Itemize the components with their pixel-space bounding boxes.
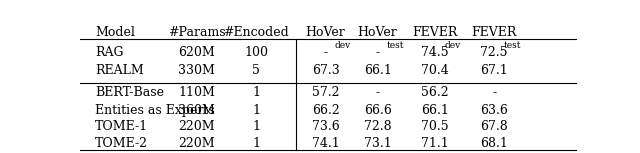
Text: 74.5: 74.5 [421,46,449,59]
Text: 110M: 110M [178,86,215,99]
Text: RAG: RAG [95,46,124,59]
Text: 67.8: 67.8 [480,120,508,133]
Text: Entities as Experts: Entities as Experts [95,104,214,117]
Text: 72.5: 72.5 [481,46,508,59]
Text: 66.6: 66.6 [364,104,392,117]
Text: 68.1: 68.1 [480,137,508,150]
Text: HoVer: HoVer [358,26,397,39]
Text: 66.1: 66.1 [364,64,392,77]
Text: 70.4: 70.4 [420,64,449,77]
Text: 71.1: 71.1 [420,137,449,150]
Text: 66.2: 66.2 [312,104,339,117]
Text: 1: 1 [252,104,260,117]
Text: dev: dev [335,41,351,50]
Text: 5: 5 [252,64,260,77]
Text: 63.6: 63.6 [480,104,508,117]
Text: 67.3: 67.3 [312,64,339,77]
Text: HoVer: HoVer [306,26,346,39]
Text: 330M: 330M [178,64,215,77]
Text: -: - [376,46,380,59]
Text: 67.1: 67.1 [480,64,508,77]
Text: 100: 100 [244,46,268,59]
Text: FEVER: FEVER [412,26,458,39]
Text: -: - [492,86,496,99]
Text: 73.1: 73.1 [364,137,392,150]
Text: Model: Model [95,26,135,39]
Text: 1: 1 [252,86,260,99]
Text: -: - [323,46,328,59]
Text: REALM: REALM [95,64,143,77]
Text: dev: dev [445,41,461,50]
Text: 620M: 620M [178,46,215,59]
Text: 72.8: 72.8 [364,120,392,133]
Text: 70.5: 70.5 [421,120,449,133]
Text: #Encoded: #Encoded [223,26,289,39]
Text: 66.1: 66.1 [420,104,449,117]
Text: #Params: #Params [168,26,225,39]
Text: 220M: 220M [179,137,215,150]
Text: TOME-1: TOME-1 [95,120,148,133]
Text: 360M: 360M [178,104,215,117]
Text: 56.2: 56.2 [421,86,449,99]
Text: FEVER: FEVER [472,26,517,39]
Text: 220M: 220M [179,120,215,133]
Text: 57.2: 57.2 [312,86,339,99]
Text: test: test [504,41,522,50]
Text: 1: 1 [252,120,260,133]
Text: 1: 1 [252,137,260,150]
Text: 74.1: 74.1 [312,137,339,150]
Text: BERT-Base: BERT-Base [95,86,164,99]
Text: TOME-2: TOME-2 [95,137,148,150]
Text: -: - [376,86,380,99]
Text: test: test [387,41,404,50]
Text: 73.6: 73.6 [312,120,339,133]
